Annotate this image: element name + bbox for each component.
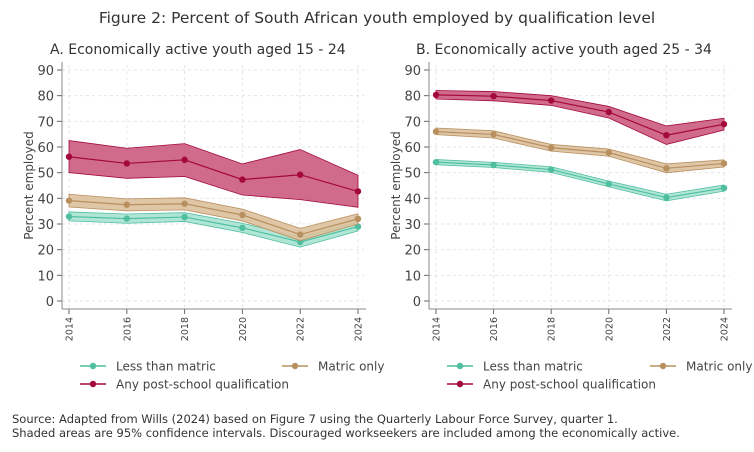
data-point-matric	[297, 231, 304, 238]
y-tick-label: 70	[404, 115, 421, 130]
y-tick-label: 0	[46, 295, 54, 310]
legend-marker-post	[89, 380, 97, 388]
data-point-less	[490, 161, 497, 169]
x-tick-label: 2014	[432, 317, 443, 341]
series-line-matric	[435, 131, 725, 169]
y-tick-label: 90	[404, 64, 421, 79]
y-tick-label: 80	[404, 90, 421, 105]
data-point-matric	[490, 131, 497, 138]
source-note: Source: Adapted from Wills (2024) based …	[12, 412, 618, 426]
y-tick-label: 80	[37, 90, 54, 105]
y-tick-label: 90	[37, 64, 54, 79]
series-line-matric	[68, 200, 359, 236]
data-point-matric	[123, 201, 130, 208]
ci-note: Shaded areas are 95% confidence interval…	[12, 426, 680, 440]
data-point-post	[65, 153, 73, 160]
y-tick-label: 50	[404, 167, 421, 182]
y-axis-label: Percent employed	[22, 131, 36, 239]
x-tick-label: 2016	[489, 317, 500, 341]
legend-label-matric: Matric only	[686, 360, 752, 374]
legend-label-less: Less than matric	[483, 360, 583, 374]
series-line-less	[68, 215, 359, 243]
series-line-post	[435, 94, 725, 136]
x-tick-label: 2024	[720, 317, 731, 341]
x-tick-label: 2020	[604, 317, 615, 341]
y-tick-label: 0	[413, 295, 421, 310]
x-tick-label: 2018	[547, 317, 558, 341]
data-point-post	[297, 171, 304, 178]
y-tick-label: 70	[37, 115, 54, 130]
y-tick-label: 20	[37, 244, 54, 259]
y-tick-label: 40	[37, 192, 54, 207]
y-tick-label: 60	[404, 141, 421, 156]
data-point-post	[239, 176, 246, 183]
legend-marker-less	[456, 362, 464, 370]
panel-a: 0 10 20 30 40 50 60 70 80 90 2014 2016 2018 2020 2022 2…	[22, 62, 384, 392]
legend-marker-less	[89, 362, 97, 370]
legend-label-post: Any post-school qualification	[483, 378, 656, 392]
data-point-less	[239, 224, 246, 232]
legend-label-post: Any post-school qualification	[116, 378, 289, 392]
x-tick-label: 2014	[65, 317, 76, 341]
data-point-post	[605, 108, 612, 116]
y-tick-label: 30	[404, 218, 421, 233]
legend-marker-matric	[659, 362, 667, 370]
data-point-matric	[548, 144, 555, 151]
y-tick-label: 40	[404, 192, 421, 207]
figure-title: Figure 2: Percent of South African youth…	[98, 9, 656, 27]
y-tick-label: 60	[37, 141, 54, 156]
data-point-matric	[605, 149, 612, 156]
x-tick-label: 2018	[180, 317, 191, 341]
legend-label-less: Less than matric	[116, 360, 216, 374]
data-point-post	[181, 156, 188, 164]
data-point-matric	[239, 211, 246, 219]
data-point-less	[605, 180, 612, 188]
ci-band-post	[435, 90, 725, 145]
data-point-post	[123, 160, 130, 167]
series-line-less	[435, 161, 725, 199]
panel-b: 0 10 20 30 40 50 60 70 80 90 2014 2016 2018 2020 2022 2…	[389, 62, 752, 392]
data-point-less	[123, 215, 130, 222]
data-point-less	[65, 213, 73, 220]
data-point-matric	[354, 215, 362, 223]
y-tick-label: 20	[404, 244, 421, 259]
data-point-matric	[432, 128, 440, 135]
x-tick-label: 2020	[238, 317, 249, 341]
data-point-matric	[663, 165, 670, 172]
data-point-post	[663, 131, 670, 139]
panel-b-title: B. Economically active youth aged 25 - 3…	[416, 42, 712, 58]
y-axis-label: Percent employed	[389, 131, 403, 239]
x-tick-label: 2022	[662, 317, 673, 341]
x-tick-label: 2016	[122, 317, 133, 341]
data-point-matric	[65, 197, 73, 204]
y-tick-label: 50	[37, 167, 54, 182]
data-point-matric	[720, 160, 728, 167]
data-point-less	[663, 194, 670, 201]
data-point-matric	[181, 200, 188, 207]
x-tick-label: 2024	[354, 317, 365, 341]
series-line-post	[68, 156, 359, 192]
x-tick-label: 2022	[296, 317, 307, 341]
legend-label-matric: Matric only	[318, 360, 384, 374]
ci-band-post	[68, 140, 359, 208]
legend-marker-matric	[291, 362, 299, 370]
data-point-less	[181, 213, 188, 221]
data-point-less	[432, 158, 440, 166]
data-point-post	[432, 91, 440, 99]
data-point-less	[354, 223, 362, 230]
data-point-less	[720, 184, 728, 192]
data-point-post	[548, 97, 555, 104]
data-point-post	[720, 120, 728, 128]
y-tick-label: 30	[37, 218, 54, 233]
panel-a-title: A. Economically active youth aged 15 - 2…	[50, 42, 346, 58]
data-point-post	[490, 92, 497, 100]
legend-marker-post	[456, 380, 464, 388]
y-tick-label: 10	[404, 269, 421, 284]
data-point-less	[548, 166, 555, 173]
y-tick-label: 10	[37, 269, 54, 284]
data-point-post	[354, 188, 362, 195]
